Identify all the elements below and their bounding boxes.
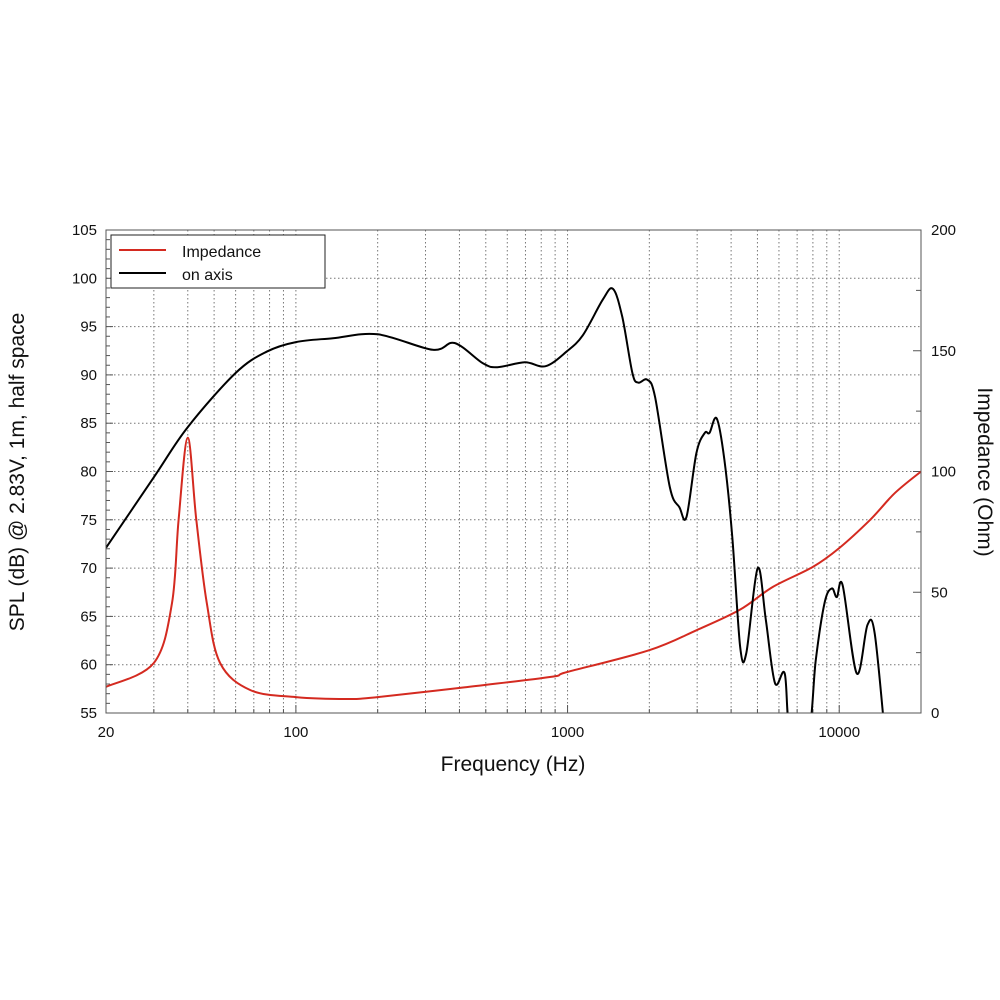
series-line-on-axis — [106, 287, 884, 713]
legend-label-on-axis: on axis — [182, 267, 233, 284]
y-tick-label: 85 — [80, 415, 97, 432]
x-tick-label: 1000 — [551, 724, 584, 741]
legend: Impedance on axis — [110, 234, 326, 289]
series-line-impedance — [106, 436, 921, 700]
y-axis-label: SPL (dB) @ 2.83V, 1m, half space — [6, 313, 29, 632]
y2-tick-label: 0 — [931, 705, 939, 722]
y-tick-label: 100 — [72, 270, 97, 287]
x-axis-label: Frequency (Hz) — [441, 753, 586, 776]
ticks: 20 100 1000 10000 55 60 65 70 75 80 85 90 95 100 105 0 5… — [72, 222, 956, 741]
y-tick-label: 60 — [80, 657, 97, 674]
y-tick-label: 95 — [80, 319, 97, 336]
plot-frame — [105, 229, 922, 714]
legend-box — [110, 234, 326, 289]
y-tick-label: 75 — [80, 512, 97, 529]
y-tick-label: 105 — [72, 222, 97, 239]
x-tick-label: 10000 — [818, 724, 860, 741]
y-tick-label: 70 — [80, 560, 97, 577]
y2-tick-label: 50 — [931, 584, 948, 601]
x-tick-label: 20 — [98, 724, 115, 741]
y-tick-label: 55 — [80, 705, 97, 722]
y-tick-label: 90 — [80, 367, 97, 384]
x-tick-label: 100 — [283, 724, 308, 741]
series-group — [106, 287, 921, 713]
y-tick-label: 80 — [80, 464, 97, 481]
grid — [106, 230, 921, 713]
y2-axis-label: Impedance (Ohm) — [973, 387, 996, 556]
y2-tick-label: 100 — [931, 464, 956, 481]
legend-label-impedance: Impedance — [182, 244, 261, 261]
y-tick-label: 65 — [80, 608, 97, 625]
y2-tick-label: 150 — [931, 343, 956, 360]
y2-tick-label: 200 — [931, 222, 956, 239]
